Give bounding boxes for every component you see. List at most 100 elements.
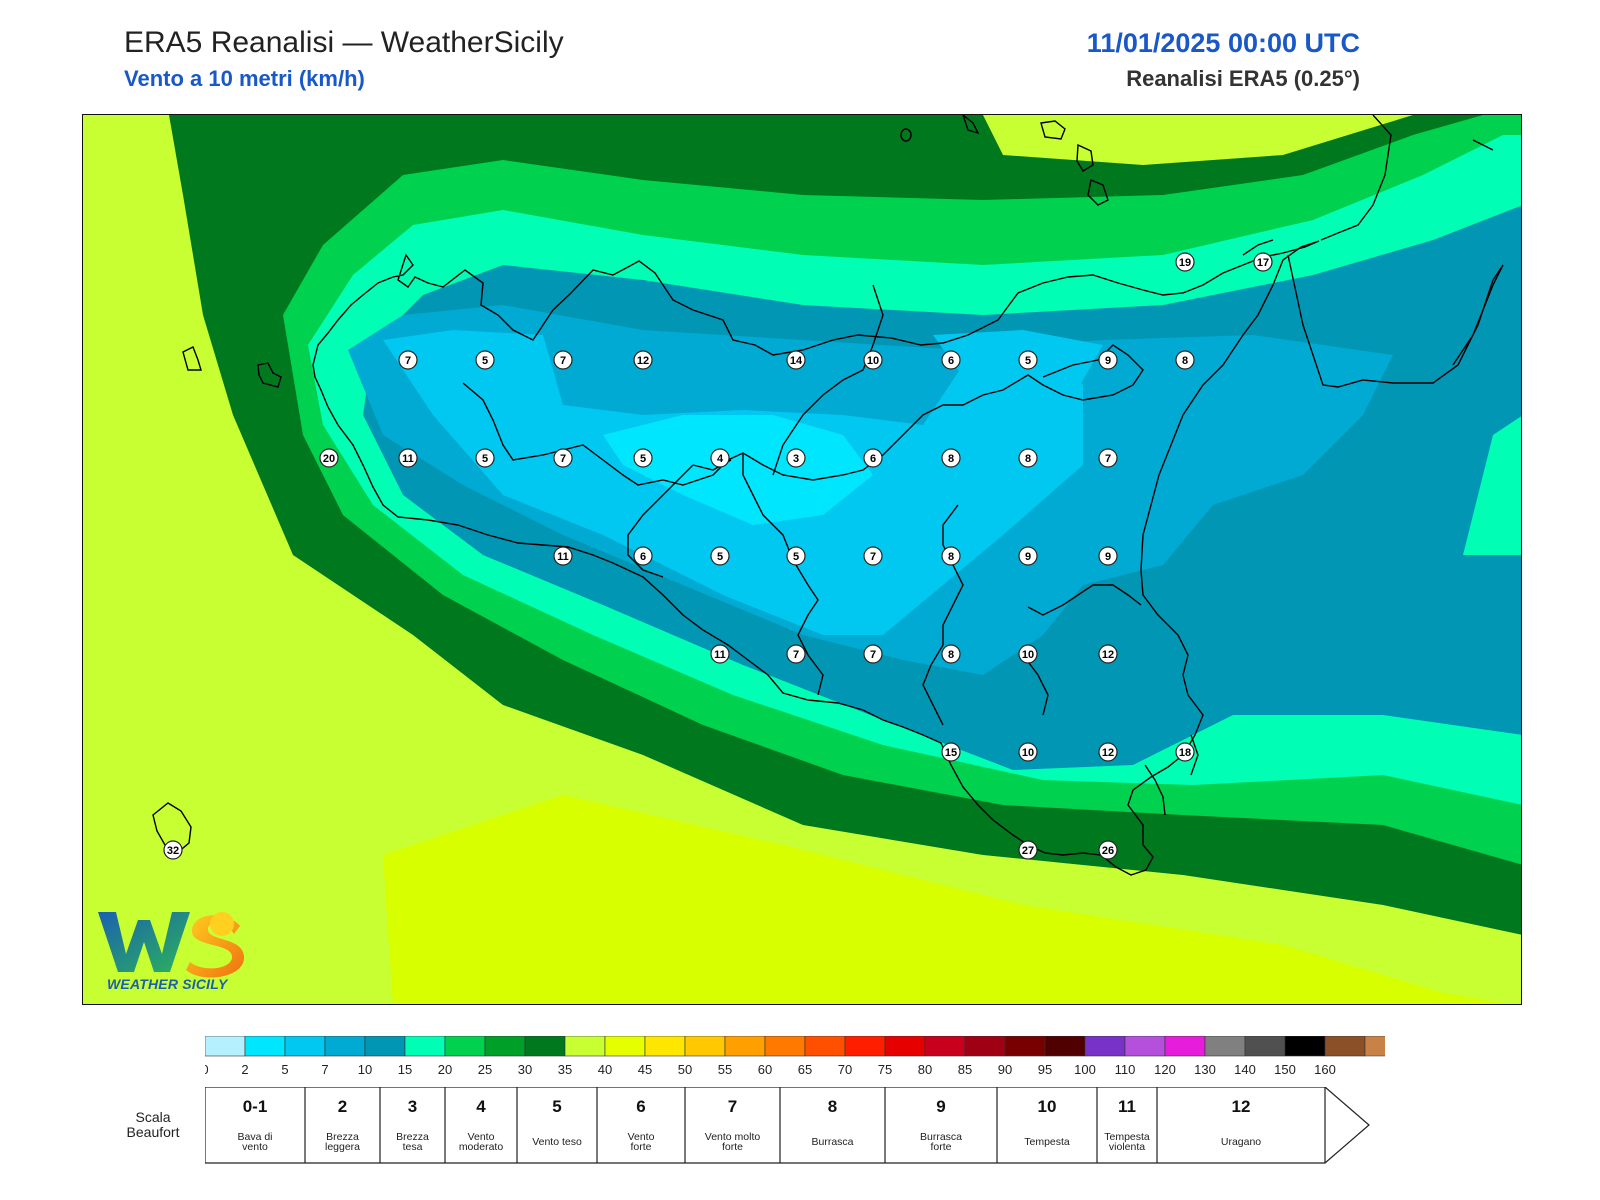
station-circle bbox=[1018, 546, 1038, 566]
beaufort-name: forte bbox=[722, 1141, 743, 1153]
station-value: 19 bbox=[1179, 257, 1191, 269]
station-marker: 10 bbox=[863, 350, 883, 370]
station-marker: 8 bbox=[941, 546, 961, 566]
station-marker: 5 bbox=[475, 448, 495, 468]
map-subtitle: Vento a 10 metri (km/h) bbox=[124, 66, 365, 91]
colorbar-segment bbox=[644, 1035, 686, 1057]
beaufort-force: 4 bbox=[476, 1097, 486, 1116]
wind-map: 7 5 7 12 14 10 6 5 9 8 20 11 5 7 5 4 3 6 8 8 7 11 6 5 5 7 8 9 9 11 7 7 8… bbox=[82, 114, 1522, 1005]
colorbar-tick-label: 65 bbox=[798, 1062, 812, 1077]
station-marker: 32 bbox=[163, 840, 183, 860]
colorbar-tick-label: 75 bbox=[878, 1062, 892, 1077]
colorbar-tick-label: 90 bbox=[998, 1062, 1012, 1077]
station-circle bbox=[1175, 252, 1195, 272]
station-circle bbox=[941, 644, 961, 664]
station-circle bbox=[553, 546, 573, 566]
station-circle bbox=[786, 644, 806, 664]
station-marker: 11 bbox=[398, 448, 418, 468]
station-marker: 12 bbox=[1098, 644, 1118, 664]
station-marker: 8 bbox=[941, 644, 961, 664]
station-value: 8 bbox=[948, 551, 954, 563]
station-marker: 19 bbox=[1175, 252, 1195, 272]
station-value: 27 bbox=[1022, 845, 1034, 857]
station-circle bbox=[1018, 840, 1038, 860]
station-circle bbox=[1098, 546, 1118, 566]
colorbar-tick-label: 150 bbox=[1274, 1062, 1296, 1077]
station-value: 5 bbox=[1025, 355, 1031, 367]
station-value: 7 bbox=[870, 551, 876, 563]
station-value: 9 bbox=[1105, 551, 1111, 563]
station-circle bbox=[398, 350, 418, 370]
station-circle bbox=[1253, 252, 1273, 272]
station-value: 7 bbox=[560, 355, 566, 367]
station-marker: 9 bbox=[1018, 546, 1038, 566]
station-value: 11 bbox=[557, 551, 569, 563]
colorbar-tick-label: 85 bbox=[958, 1062, 972, 1077]
colorbar-segment bbox=[284, 1035, 326, 1057]
station-circle bbox=[941, 448, 961, 468]
beaufort-name: Vento bbox=[468, 1131, 495, 1143]
colorbar-tick-label: 55 bbox=[718, 1062, 732, 1077]
islands bbox=[152, 115, 1109, 854]
beaufort-force: 10 bbox=[1038, 1097, 1057, 1116]
beaufort-name: Vento bbox=[628, 1131, 655, 1143]
colorbar-segment bbox=[244, 1035, 286, 1057]
station-circle bbox=[163, 840, 183, 860]
station-value: 5 bbox=[482, 355, 488, 367]
colorbar-segment bbox=[1004, 1035, 1046, 1057]
beaufort-force: 12 bbox=[1232, 1097, 1251, 1116]
station-marker: 5 bbox=[786, 546, 806, 566]
colorbar-segment bbox=[764, 1035, 806, 1057]
station-circle bbox=[1098, 742, 1118, 762]
station-marker: 26 bbox=[1098, 840, 1118, 860]
station-circle bbox=[863, 546, 883, 566]
beaufort-force: 8 bbox=[828, 1097, 837, 1116]
colorbar-tick-label: 35 bbox=[558, 1062, 572, 1077]
station-circle bbox=[553, 448, 573, 468]
beaufort-force: 6 bbox=[636, 1097, 645, 1116]
station-value: 12 bbox=[1102, 649, 1114, 661]
station-value: 5 bbox=[640, 453, 646, 465]
ws-logo-mark bbox=[98, 912, 245, 978]
colorbar-tick-label: 2 bbox=[241, 1062, 248, 1077]
station-circle bbox=[710, 546, 730, 566]
station-value: 8 bbox=[948, 453, 954, 465]
station-value: 14 bbox=[790, 355, 803, 367]
colorbar-segment bbox=[1044, 1035, 1086, 1057]
station-circle bbox=[1018, 742, 1038, 762]
beaufort-name: Uragano bbox=[1221, 1136, 1261, 1148]
station-circle bbox=[941, 546, 961, 566]
station-marker: 6 bbox=[863, 448, 883, 468]
station-marker: 12 bbox=[1098, 742, 1118, 762]
station-value: 20 bbox=[323, 453, 335, 465]
colorbar-segment bbox=[1124, 1035, 1166, 1057]
station-circle bbox=[786, 448, 806, 468]
station-marker: 6 bbox=[941, 350, 961, 370]
colorbar-arrow bbox=[1364, 1035, 1450, 1057]
station-marker: 9 bbox=[1098, 350, 1118, 370]
station-value: 11 bbox=[714, 649, 726, 661]
colorbar-tick-label: 20 bbox=[438, 1062, 452, 1077]
beaufort-force: 7 bbox=[728, 1097, 737, 1116]
station-circle bbox=[1098, 448, 1118, 468]
station-value: 8 bbox=[1025, 453, 1031, 465]
colorbar-tick-label: 15 bbox=[398, 1062, 412, 1077]
station-value: 11 bbox=[402, 453, 414, 465]
colorbar-tick-label: 60 bbox=[758, 1062, 772, 1077]
beaufort-force: 9 bbox=[936, 1097, 945, 1116]
station-marker: 17 bbox=[1253, 252, 1273, 272]
colorbar-tick-label: 120 bbox=[1154, 1062, 1176, 1077]
station-marker: 7 bbox=[1098, 448, 1118, 468]
station-value: 17 bbox=[1257, 257, 1269, 269]
colorbar-tick-label: 80 bbox=[918, 1062, 932, 1077]
station-value: 12 bbox=[1102, 747, 1114, 759]
station-marker: 7 bbox=[863, 546, 883, 566]
colorbar-tick-label: 30 bbox=[518, 1062, 532, 1077]
beaufort-scale-label: Scala Beaufort bbox=[118, 1110, 188, 1140]
colorbar-segment bbox=[964, 1035, 1006, 1057]
station-circle bbox=[1175, 350, 1195, 370]
beaufort-scale: 0-1 Bava di vento 2 Brezza leggera 3 Brezza tesa… bbox=[204, 1086, 1385, 1172]
station-value: 7 bbox=[793, 649, 799, 661]
station-marker: 18 bbox=[1175, 742, 1195, 762]
